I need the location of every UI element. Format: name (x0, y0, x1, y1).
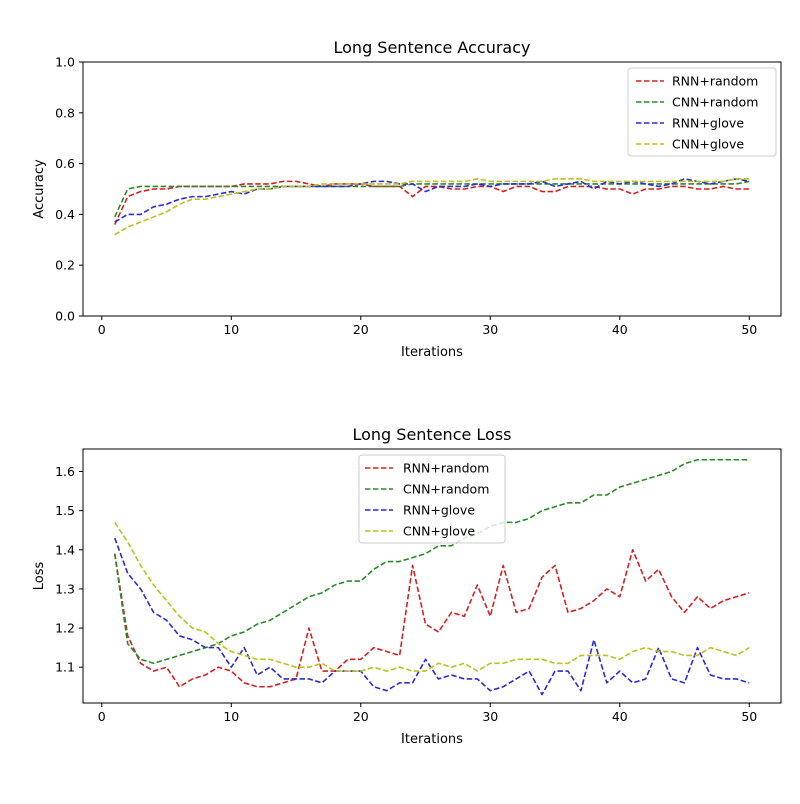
loss-series-line-cnn-random (113, 458, 750, 665)
accuracy-plot: Long Sentence Accuracy Iterations Accura… (32, 38, 782, 360)
loss-x-ticks: 0 10 20 30 40 50 (98, 703, 757, 724)
accuracy-y-ticks: 0.0 0.2 0.4 0.6 0.8 1.0 (55, 55, 83, 324)
loss-legend-label-rnn-glove: RNN+glove (403, 503, 475, 518)
loss-chart-title: Long Sentence Loss (352, 425, 511, 444)
loss-plot-frame (82, 448, 782, 704)
loss-y-axis-label: Loss (32, 562, 47, 591)
accuracy-x-tick-label: 20 (353, 322, 369, 337)
accuracy-y-tick-label: 0.2 (55, 258, 75, 273)
accuracy-legend-label-rnn-random: RNN+random (672, 74, 758, 89)
loss-y-tick-label: 1.2 (55, 621, 75, 636)
accuracy-x-axis-label: Iterations (401, 345, 463, 360)
loss-series-lines (113, 458, 750, 696)
loss-x-tick-label: 40 (612, 709, 628, 724)
loss-x-tick-label: 50 (741, 709, 757, 724)
accuracy-legend-label-cnn-random: CNN+random (672, 95, 758, 110)
accuracy-series-line-rnn-glove (114, 178, 750, 223)
accuracy-legend-label-rnn-glove: RNN+glove (672, 116, 744, 131)
accuracy-legend: RNN+random CNN+random RNN+glove CNN+glov… (627, 67, 777, 157)
accuracy-x-tick-label: 0 (98, 322, 106, 337)
accuracy-plot-frame (82, 61, 782, 317)
loss-legend: RNN+random CNN+random RNN+glove CNN+glov… (358, 454, 506, 544)
accuracy-x-tick-label: 40 (612, 322, 628, 337)
accuracy-y-tick-label: 0.0 (55, 309, 75, 324)
accuracy-y-tick-label: 0.6 (55, 156, 75, 171)
loss-legend-label-cnn-random: CNN+random (403, 482, 489, 497)
loss-y-tick-label: 1.6 (55, 464, 75, 479)
accuracy-x-tick-label: 10 (223, 322, 239, 337)
loss-series-line-rnn-random (113, 548, 750, 688)
accuracy-series-lines (114, 178, 750, 236)
loss-legend-label-rnn-random: RNN+random (403, 461, 489, 476)
loss-series-line-rnn-glove (113, 537, 750, 696)
loss-x-tick-label: 10 (223, 709, 239, 724)
accuracy-y-tick-label: 0.4 (55, 207, 75, 222)
loss-y-tick-label: 1.1 (55, 660, 75, 675)
loss-x-tick-label: 30 (482, 709, 498, 724)
accuracy-y-tick-label: 0.8 (55, 105, 75, 120)
accuracy-chart-title: Long Sentence Accuracy (334, 38, 531, 57)
loss-x-tick-label: 20 (353, 709, 369, 724)
accuracy-x-tick-label: 50 (741, 322, 757, 337)
accuracy-legend-label-cnn-glove: CNN+glove (672, 137, 744, 152)
accuracy-series-line-cnn-glove (114, 178, 750, 236)
loss-legend-label-cnn-glove: CNN+glove (403, 524, 475, 539)
accuracy-legend-box (627, 67, 777, 157)
accuracy-x-ticks: 0 10 20 30 40 50 (98, 316, 757, 337)
accuracy-y-axis-label: Accuracy (32, 159, 47, 219)
loss-y-tick-label: 1.5 (55, 503, 75, 518)
loss-plot: Long Sentence Loss Iterations Loss 0 10 20… (32, 425, 782, 747)
loss-y-tick-label: 1.4 (55, 542, 75, 557)
loss-series-line-cnn-glove (114, 521, 750, 672)
accuracy-y-tick-label: 1.0 (55, 55, 75, 70)
loss-x-axis-label: Iterations (401, 732, 463, 747)
loss-y-tick-label: 1.3 (55, 581, 75, 596)
accuracy-x-tick-label: 30 (482, 322, 498, 337)
loss-x-tick-label: 0 (98, 709, 106, 724)
loss-legend-box (358, 454, 506, 544)
loss-y-ticks: 1.1 1.2 1.3 1.4 1.5 1.6 (55, 464, 83, 675)
